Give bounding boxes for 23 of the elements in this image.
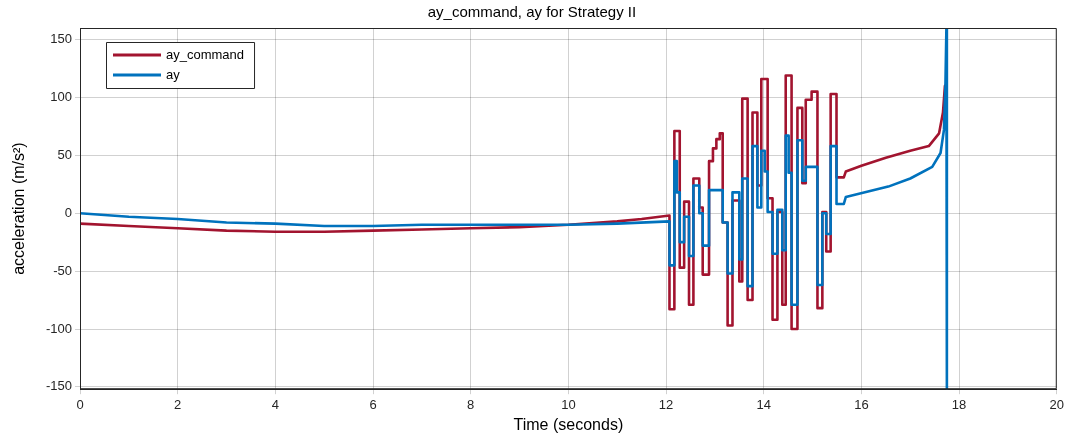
legend-label: ay_command: [166, 46, 245, 62]
y-tick-label: 100: [50, 89, 72, 105]
chart-title: ay_command, ay for Strategy II: [427, 3, 637, 21]
x-tick-label: 18: [951, 396, 967, 412]
x-tick-label: 2: [174, 396, 182, 412]
x-tick-label: 0: [76, 396, 84, 412]
y-tick-label: 0: [64, 204, 72, 220]
y-axis-title: acceleration (m/s²): [10, 142, 28, 275]
x-tick-label: 14: [756, 396, 771, 412]
x-tick-label: 16: [854, 396, 869, 412]
y-tick-label: -50: [53, 262, 72, 278]
x-tick-label: 20: [1049, 396, 1064, 412]
y-tick-label: 50: [57, 146, 72, 162]
x-tick-label: 6: [369, 396, 377, 412]
x-tick-label: 12: [658, 396, 674, 412]
x-tick-label: 4: [271, 396, 279, 412]
x-axis-title: Time (seconds): [513, 415, 624, 433]
legend-label: ay: [166, 66, 181, 82]
x-tick-label: 10: [561, 396, 576, 412]
y-tick-label: 150: [50, 31, 72, 47]
y-tick-label: -100: [45, 320, 72, 336]
x-tick-label: 8: [467, 396, 475, 412]
y-tick-label: -150: [45, 378, 72, 394]
